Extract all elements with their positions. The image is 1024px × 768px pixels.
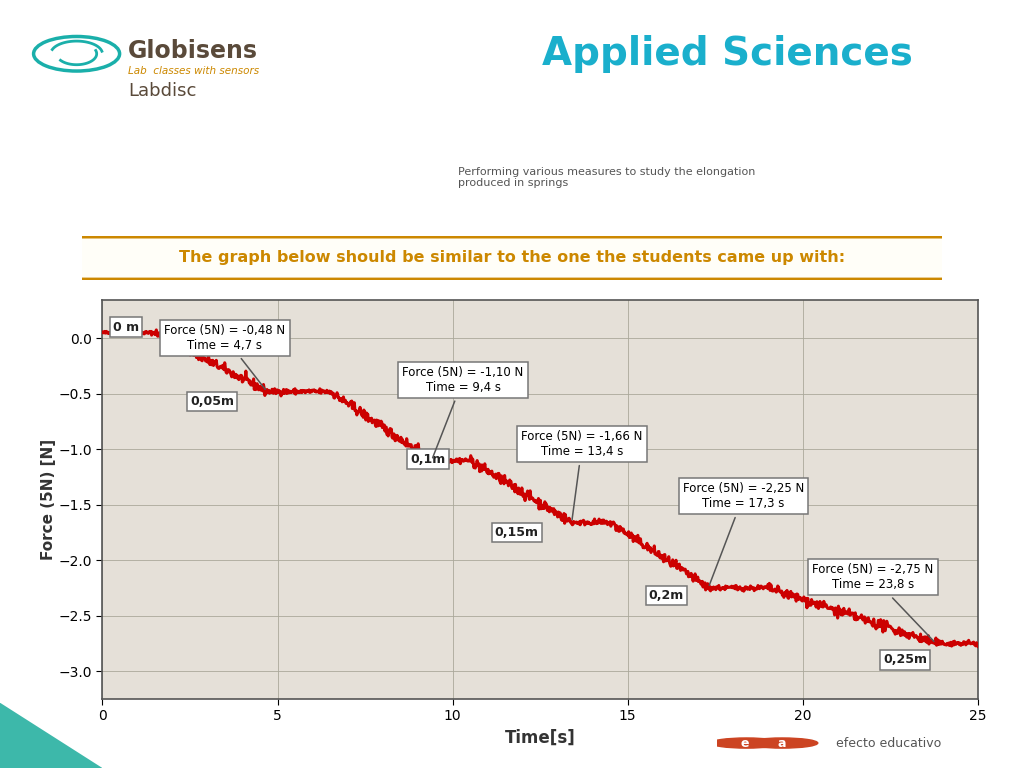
- Text: Force (5N) = -2,25 N
Time = 17,3 s: Force (5N) = -2,25 N Time = 17,3 s: [683, 482, 804, 585]
- Text: 0 m: 0 m: [113, 320, 139, 333]
- Polygon shape: [0, 703, 102, 768]
- Text: Endothermic and exothermic reactions: Endothermic and exothermic reactions: [458, 109, 822, 127]
- Text: 0,15m: 0,15m: [495, 526, 539, 539]
- Text: e: e: [740, 737, 750, 750]
- Circle shape: [711, 738, 782, 748]
- Text: 0,05m: 0,05m: [190, 395, 233, 408]
- Text: efecto educativo: efecto educativo: [836, 737, 941, 750]
- Text: 0,2m: 0,2m: [649, 589, 684, 602]
- FancyBboxPatch shape: [69, 237, 955, 279]
- Text: 0,1m: 0,1m: [411, 452, 445, 465]
- Text: Globisens: Globisens: [128, 39, 258, 64]
- Circle shape: [746, 738, 818, 748]
- Text: The graph below should be similar to the one the students came up with:: The graph below should be similar to the…: [179, 250, 845, 265]
- Text: Force (5N) = -2,75 N
Time = 23,8 s: Force (5N) = -2,75 N Time = 23,8 s: [812, 563, 934, 641]
- Text: Force (5N) = -0,48 N
Time = 4,7 s: Force (5N) = -0,48 N Time = 4,7 s: [165, 323, 286, 389]
- Text: Results and analysis: Results and analysis: [458, 207, 665, 225]
- Text: Force (5N) = -1,66 N
Time = 13,4 s: Force (5N) = -1,66 N Time = 13,4 s: [521, 430, 643, 520]
- Text: Performing various measures to study the elongation
produced in springs: Performing various measures to study the…: [458, 167, 756, 188]
- Text: a: a: [778, 737, 786, 750]
- Y-axis label: Force (5N) [N]: Force (5N) [N]: [41, 439, 55, 560]
- Text: Force (5N) = -1,10 N
Time = 9,4 s: Force (5N) = -1,10 N Time = 9,4 s: [402, 366, 523, 458]
- X-axis label: Time[s]: Time[s]: [505, 729, 575, 746]
- Text: 0,25m: 0,25m: [884, 654, 928, 667]
- Text: Lab  classes with sensors: Lab classes with sensors: [128, 66, 259, 76]
- Text: Labdisc: Labdisc: [128, 81, 197, 100]
- Text: Applied Sciences: Applied Sciences: [542, 35, 912, 73]
